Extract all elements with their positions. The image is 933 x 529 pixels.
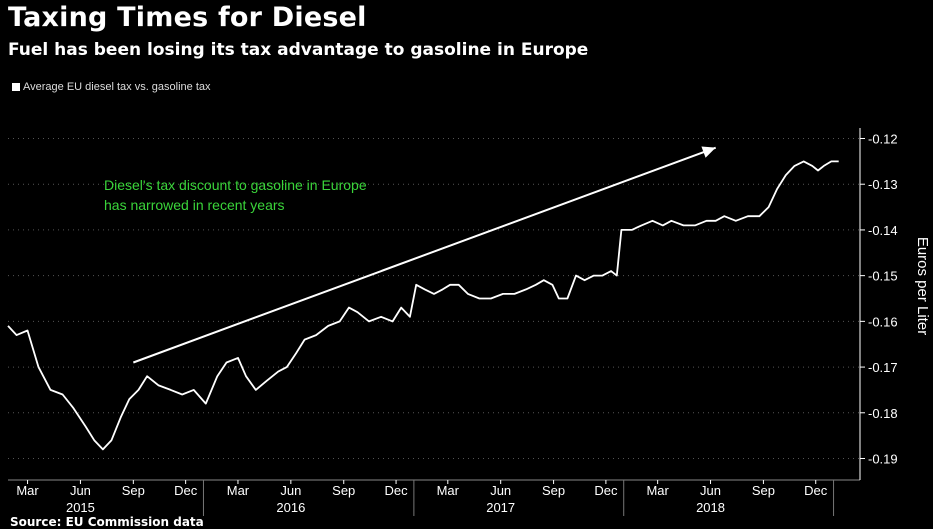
x-tick-label: Sep <box>332 483 355 498</box>
legend-swatch <box>12 83 20 91</box>
x-tick-label: Mar <box>437 483 460 498</box>
x-tick-label: Jun <box>70 483 91 498</box>
y-tick-label: -0.17 <box>868 360 898 375</box>
x-tick-label: Sep <box>752 483 775 498</box>
y-tick-label: -0.14 <box>868 223 898 238</box>
annotation-text-line: Diesel's tax discount to gasoline in Eur… <box>104 177 367 193</box>
x-year-label: 2016 <box>276 500 305 515</box>
annotation-arrow-head <box>701 146 716 158</box>
grid <box>8 138 860 459</box>
y-tick-label: -0.12 <box>868 132 898 147</box>
x-year-label: 2018 <box>696 500 725 515</box>
x-tick-label: Dec <box>804 483 828 498</box>
x-tick-label: Mar <box>227 483 250 498</box>
legend-label: Average EU diesel tax vs. gasoline tax <box>23 81 211 93</box>
x-tick-label: Mar <box>16 483 39 498</box>
annotation-arrow-shaft <box>132 146 717 364</box>
x-tick-label: Jun <box>490 483 511 498</box>
chart-subtitle: Fuel has been losing its tax advantage t… <box>8 40 589 60</box>
x-tick-label: Mar <box>646 483 669 498</box>
x-tick-label: Dec <box>174 483 198 498</box>
x-tick-label: Sep <box>122 483 145 498</box>
legend: Average EU diesel tax vs. gasoline tax <box>12 81 211 93</box>
series-line <box>7 160 839 451</box>
x-axis: Mar Jun Sep Dec Mar Jun Sep Dec Mar Jun Sep Dec Mar J… <box>8 479 860 516</box>
annotation-layer: Diesel's tax discount to gasoline in Eur… <box>104 146 717 364</box>
x-tick-label: Sep <box>542 483 565 498</box>
x-tick-label: Jun <box>280 483 301 498</box>
y-tick-label: -0.19 <box>868 452 898 467</box>
annotation-text-line: has narrowed in recent years <box>104 197 285 213</box>
y-tick-label: -0.15 <box>868 269 898 284</box>
x-tick-label: Dec <box>594 483 618 498</box>
series-layer <box>7 160 839 451</box>
y-tick-label: -0.13 <box>868 177 898 192</box>
x-year-label: 2017 <box>486 500 515 515</box>
y-tick-label: -0.16 <box>868 314 898 329</box>
y-axis-label: Euros per Liter <box>914 237 931 335</box>
y-axis: -0.12 -0.13 -0.14 -0.15 -0.16 -0.17 -0.18 -0.19 <box>859 128 898 480</box>
x-tick-label: Jun <box>700 483 721 498</box>
source-note: Source: EU Commission data <box>10 515 204 529</box>
x-tick-label: Dec <box>384 483 408 498</box>
chart-title: Taxing Times for Diesel <box>8 2 367 33</box>
x-year-label: 2015 <box>66 500 95 515</box>
y-tick-label: -0.18 <box>868 406 898 421</box>
